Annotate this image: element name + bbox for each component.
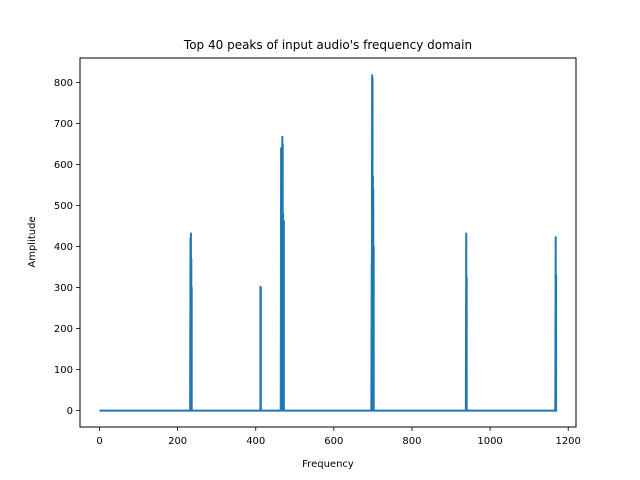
y-tick-label: 700 bbox=[54, 119, 73, 130]
x-tick-label: 1200 bbox=[555, 436, 580, 447]
y-tick-label: 800 bbox=[54, 78, 73, 89]
x-tick-label: 600 bbox=[324, 436, 343, 447]
plot-frame bbox=[79, 57, 577, 428]
y-tick-label: 500 bbox=[54, 201, 73, 212]
y-axis-label: Amplitude bbox=[27, 216, 38, 267]
y-tick-label: 0 bbox=[67, 406, 73, 417]
y-tick-label: 300 bbox=[54, 283, 73, 294]
x-tick-label: 200 bbox=[168, 436, 187, 447]
x-tick-label: 800 bbox=[402, 436, 421, 447]
y-tick-label: 200 bbox=[54, 324, 73, 335]
y-tick-label: 100 bbox=[54, 365, 73, 376]
y-tick-label: 600 bbox=[54, 160, 73, 171]
x-tick-label: 0 bbox=[96, 436, 102, 447]
x-tick-label: 400 bbox=[246, 436, 265, 447]
x-tick-label: 1000 bbox=[477, 436, 502, 447]
plot-area bbox=[99, 74, 558, 412]
chart-title: Top 40 peaks of input audio's frequency … bbox=[183, 38, 472, 52]
y-tick-label: 400 bbox=[54, 242, 73, 253]
series-line-0 bbox=[99, 74, 558, 412]
x-axis: 0 200 400 600 800 1000 1200 bbox=[96, 427, 581, 447]
y-axis: 0 100 200 300 400 500 600 700 800 bbox=[54, 78, 80, 417]
x-axis-label: Frequency bbox=[302, 459, 354, 470]
